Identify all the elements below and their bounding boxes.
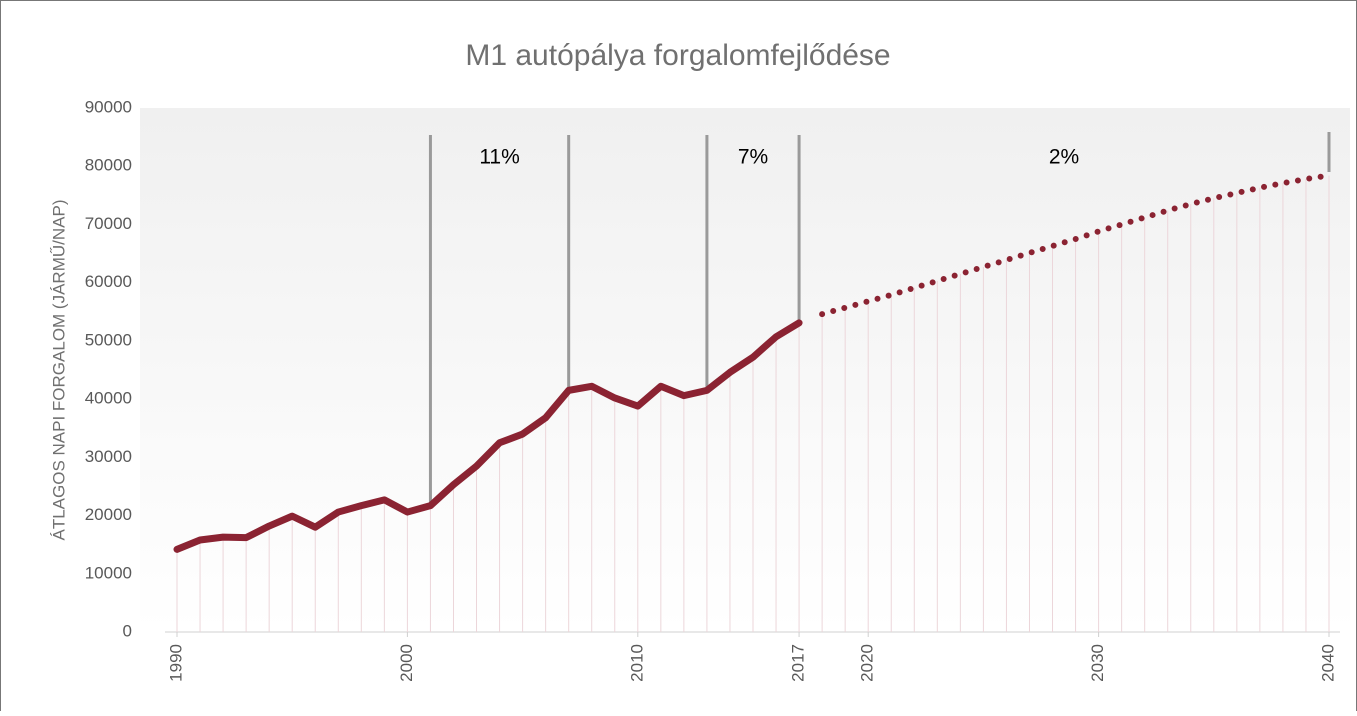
y-tick-label: 0 bbox=[123, 621, 132, 640]
forecast-line bbox=[819, 172, 1332, 318]
plot-background bbox=[140, 108, 1350, 632]
y-tick-label: 70000 bbox=[85, 214, 132, 233]
y-axis-label: ÁTLAGOS NAPI FORGALOM (JÁRMŰ/NAP) bbox=[49, 200, 68, 541]
x-tick-label: 2030 bbox=[1088, 644, 1107, 682]
annotation: 11% bbox=[479, 146, 519, 169]
x-tick-label: 1990 bbox=[166, 644, 185, 682]
x-tick-label: 2010 bbox=[627, 644, 646, 682]
y-tick-label: 40000 bbox=[85, 389, 132, 408]
y-tick-label: 10000 bbox=[85, 563, 132, 582]
y-tick-label: 50000 bbox=[85, 330, 132, 349]
y-tick-label: 60000 bbox=[85, 272, 132, 291]
y-tick-label: 20000 bbox=[85, 505, 132, 524]
x-tick-label: 2017 bbox=[789, 644, 808, 682]
annotation: 2% bbox=[1049, 146, 1079, 169]
y-tick-label: 80000 bbox=[85, 156, 132, 175]
annotation: 7% bbox=[738, 146, 768, 169]
x-tick-label: 2040 bbox=[1318, 644, 1337, 682]
x-tick-label: 2020 bbox=[858, 644, 877, 682]
x-tick-label: 2000 bbox=[397, 644, 416, 682]
chart-title: M1 autópálya forgalomfejlődése bbox=[465, 39, 890, 72]
y-tick-label: 30000 bbox=[85, 447, 132, 466]
traffic-line bbox=[173, 319, 803, 553]
y-tick-label: 90000 bbox=[85, 97, 132, 116]
